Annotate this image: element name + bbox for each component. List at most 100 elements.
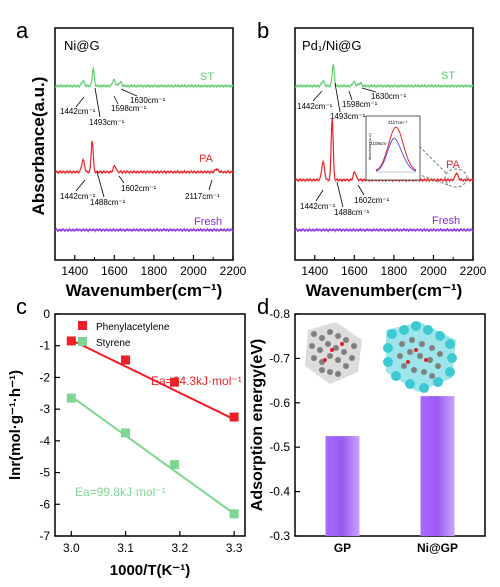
panel-a-ylabel: Absorbance(a.u.) — [29, 77, 48, 216]
panel-d-bars: GP Ni@GP — [325, 396, 458, 555]
y-tick-label: -7 — [39, 529, 50, 543]
inset-label-2109: 2109cm⁻¹ — [370, 141, 390, 146]
gp-structure-image — [305, 322, 362, 384]
x-tick-label: 1400 — [301, 264, 328, 278]
fit-annotation-phenylacetylene: Ea=64.3kJ·mol⁻¹ — [151, 374, 242, 388]
data-point-phenylacetylene — [229, 412, 239, 422]
legend-marker — [78, 337, 87, 346]
panel-a-series-label-st: ST — [200, 71, 214, 83]
annotation: 1442cm⁻¹ — [60, 107, 96, 116]
fit-line-phenylacetylene — [70, 339, 235, 421]
inset-frame — [365, 115, 421, 181]
panel-b-series-label-pa: PA — [446, 159, 461, 171]
x-tick-label: 1400 — [61, 264, 88, 278]
spectrum-curve-st — [54, 65, 234, 89]
fit-annotation-styrene: Ea=99.8kJ·mol⁻¹ — [75, 485, 166, 499]
panel-d-frame — [294, 313, 486, 537]
annotation: 1598cm⁻¹ — [111, 104, 147, 113]
x-category-label: Ni@GP — [417, 541, 458, 555]
y-tick-label: -5 — [39, 466, 50, 480]
x-tick-label: 1800 — [141, 264, 168, 278]
panel-b-series-label-fresh: Fresh — [432, 215, 460, 227]
annotation: 1442cm⁻¹ — [300, 202, 336, 211]
y-tick-label: -0.5 — [269, 440, 290, 454]
annotation: 1602cm⁻¹ — [121, 184, 157, 193]
panel-c-ylabel: lnr(mol·g⁻¹·h⁻¹) — [7, 370, 24, 480]
panel-a-x-ticks: 1400 1600 1800 2000 2200 — [61, 255, 247, 278]
y-tick-label: 0 — [43, 307, 50, 321]
panel-b-xlabel: Wavenumber(cm⁻¹) — [306, 281, 463, 300]
annotation: 1488cm⁻¹ — [334, 208, 370, 217]
panel-a-series-label-pa: PA — [199, 153, 214, 165]
pa-peak-highlight — [444, 168, 468, 188]
inset-label-2117: 2117cm⁻¹ — [388, 120, 408, 125]
x-tick-label: 1800 — [381, 264, 408, 278]
panel-b-annotations: 1442cm⁻¹ 1493cm⁻¹ 1598cm⁻¹ 1630cm⁻¹ 1442… — [297, 92, 407, 217]
panel-b-inset: 2117cm⁻¹ 2109cm⁻¹ Absorbance(a.u.) — [365, 115, 421, 181]
annotation: 1630cm⁻¹ — [130, 96, 166, 105]
spectrum-curve-fresh — [54, 227, 234, 233]
x-tick-label: 2200 — [220, 264, 247, 278]
panel-c-marks — [66, 336, 239, 519]
x-category-label: GP — [334, 541, 351, 555]
fit-line-styrene — [70, 395, 235, 515]
panel-d-adsorption: Adsorption energy(eV) -0.8-0.7-0.6-0.5-0… — [249, 307, 486, 555]
panel-b-series-label-st: ST — [441, 70, 455, 82]
panel-b-frame — [294, 27, 474, 261]
inset-curve-blue — [375, 137, 417, 172]
panel-a-series-label-fresh: Fresh — [194, 216, 222, 228]
y-tick-label: -6 — [39, 497, 50, 511]
x-tick-label: 2200 — [460, 264, 487, 278]
panel-b-x-ticks: 1400 1600 1800 2000 2200 — [301, 255, 487, 278]
legend-marker — [78, 321, 87, 330]
x-tick-label: 2000 — [420, 264, 447, 278]
data-point-phenylacetylene — [121, 355, 131, 365]
x-tick-label: 3.1 — [117, 541, 134, 555]
annotation: 1493cm⁻¹ — [89, 118, 125, 127]
panel-label-a: a — [16, 18, 29, 43]
x-tick-label: 3.3 — [226, 541, 243, 555]
y-tick-label: -0.4 — [269, 485, 290, 499]
annotation: 1598cm⁻¹ — [342, 100, 378, 109]
panel-label-b: b — [257, 18, 269, 43]
panel-a-curves — [54, 65, 234, 233]
data-point-styrene — [229, 509, 239, 519]
spectrum-curve-pa — [54, 140, 234, 175]
legend-label: Phenylacetylene — [96, 322, 170, 333]
panel-b-title: Pd₁/Ni@G — [302, 38, 361, 53]
data-point-styrene — [66, 393, 76, 403]
panel-a-frame — [54, 27, 234, 261]
y-tick-label: -3 — [39, 402, 50, 416]
data-point-styrene — [121, 428, 131, 438]
panel-a-title: Ni@G — [64, 38, 100, 53]
annotation: 1488cm⁻¹ — [90, 198, 126, 207]
panel-d-ylabel: Adsorption energy(eV) — [249, 339, 266, 511]
panel-label-d: d — [257, 294, 269, 319]
annotation: 1630cm⁻¹ — [371, 92, 407, 101]
inset-connector — [419, 146, 449, 186]
panel-a-xlabel: Wavenumber(cm⁻¹) — [66, 281, 223, 300]
panel-c-arrhenius: lnr(mol·g⁻¹·h⁻¹) 1000/T(K⁻¹) 0 -1 -2 -3 -4 -5… — [7, 307, 246, 579]
x-tick-label: 2000 — [180, 264, 207, 278]
x-tick-label: 1600 — [101, 264, 128, 278]
panel-a-annotations: 1442cm⁻¹ 1493cm⁻¹ 1598cm⁻¹ 1630cm⁻¹ 1442… — [60, 96, 220, 207]
panel-c-ticks: 0 -1 -2 -3 -4 -5 -6 -7 3.0 3.1 3.2 3.3 — [39, 307, 242, 555]
panel-b-spectra: Pd₁/Ni@G Wavenumber(cm⁻¹) 1400 1600 1800 20… — [294, 27, 487, 300]
y-tick-label: -2 — [39, 370, 50, 384]
annotation: 1442cm⁻¹ — [297, 102, 333, 111]
panel-d-ticks: -0.8 -0.7 -0.6 -0.5 -0.4 -0.3 — [269, 307, 300, 543]
y-tick-label: -0.6 — [269, 396, 290, 410]
legend-label: Styrene — [96, 338, 131, 349]
data-point-phenylacetylene — [66, 336, 76, 346]
panel-b-arrows — [312, 82, 377, 208]
y-tick-label: -0.8 — [269, 307, 290, 321]
spectrum-curve-st — [294, 64, 474, 89]
panel-c-legend: Phenylacetylene Styrene — [78, 321, 170, 349]
spectrum-curve-fresh — [294, 227, 474, 233]
inset-curve-red — [375, 126, 417, 171]
bar-ni-gp — [420, 396, 455, 536]
annotation: 1602cm⁻¹ — [354, 196, 390, 205]
panel-a-spectra: Ni@G Absorbance(a.u.) Wavenumber(cm⁻¹) 1… — [29, 27, 247, 300]
panel-a-arrows — [75, 87, 213, 198]
